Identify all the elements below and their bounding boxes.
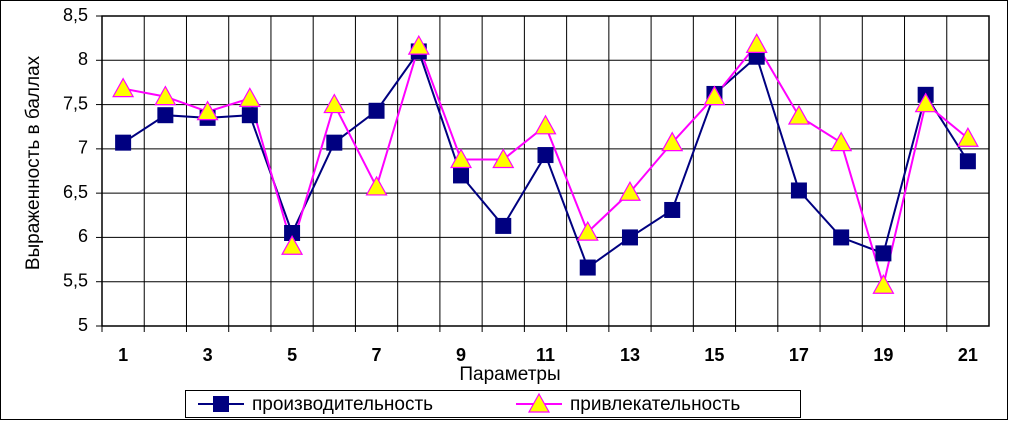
y-tick-label: 8,5 [63, 5, 88, 25]
y-tick-label: 7,5 [63, 93, 88, 113]
data-point [115, 134, 132, 151]
data-point [956, 126, 979, 147]
data-point [368, 102, 385, 119]
x-tick-label: 5 [287, 345, 297, 365]
y-tick-label: 7 [78, 138, 88, 158]
x-tick-label: 1 [118, 345, 128, 365]
data-point [833, 229, 850, 246]
data-point [537, 147, 554, 164]
data-point [157, 107, 174, 124]
x-axis-title: Параметры [459, 364, 560, 385]
x-tick-label: 21 [958, 345, 978, 365]
y-axis-title: Выраженность в баллах [23, 55, 44, 270]
data-point [407, 34, 430, 55]
data-point [241, 107, 258, 124]
data-point [875, 245, 892, 262]
data-point [450, 148, 473, 169]
data-point [284, 225, 301, 241]
data-point [664, 201, 681, 218]
data-point [196, 100, 219, 121]
data-point [830, 131, 853, 152]
y-tick-label: 5 [78, 315, 88, 335]
data-point [618, 181, 641, 201]
y-tick-label: 5,5 [63, 270, 88, 290]
legend-label: привлекательность [570, 394, 740, 415]
x-tick-label: 17 [789, 345, 809, 365]
x-tick-label: 13 [620, 345, 640, 365]
legend-label: производительность [252, 394, 433, 415]
legend-box [185, 390, 801, 418]
data-point [621, 229, 638, 246]
data-point [872, 274, 895, 294]
y-tick-label: 8 [78, 49, 88, 69]
data-point [238, 87, 261, 107]
data-point [495, 217, 512, 234]
data-point [365, 175, 388, 196]
data-point [959, 153, 976, 170]
legend-marker [527, 392, 551, 413]
data-point [790, 182, 807, 199]
x-tick-label: 9 [456, 345, 466, 365]
data-point [787, 104, 810, 125]
y-tick-label: 6,5 [63, 182, 88, 202]
x-tick-label: 19 [873, 345, 893, 365]
data-point [576, 220, 599, 241]
data-point [154, 85, 177, 106]
data-point [745, 33, 768, 53]
data-point [661, 131, 684, 152]
plot-border [101, 15, 990, 327]
data-point [492, 148, 515, 169]
x-tick-label: 11 [536, 345, 555, 365]
data-point [323, 93, 346, 114]
x-tick-label: 3 [203, 345, 213, 365]
data-point [534, 114, 557, 135]
data-point [453, 167, 470, 184]
data-point [281, 235, 304, 255]
y-tick-label: 6 [78, 226, 88, 246]
data-point [914, 92, 937, 113]
data-point [112, 77, 135, 98]
data-point [579, 259, 596, 276]
x-tick-label: 15 [704, 345, 724, 365]
data-point [703, 85, 726, 106]
data-point [326, 134, 343, 151]
legend-marker [213, 396, 229, 412]
x-tick-label: 7 [372, 345, 382, 365]
